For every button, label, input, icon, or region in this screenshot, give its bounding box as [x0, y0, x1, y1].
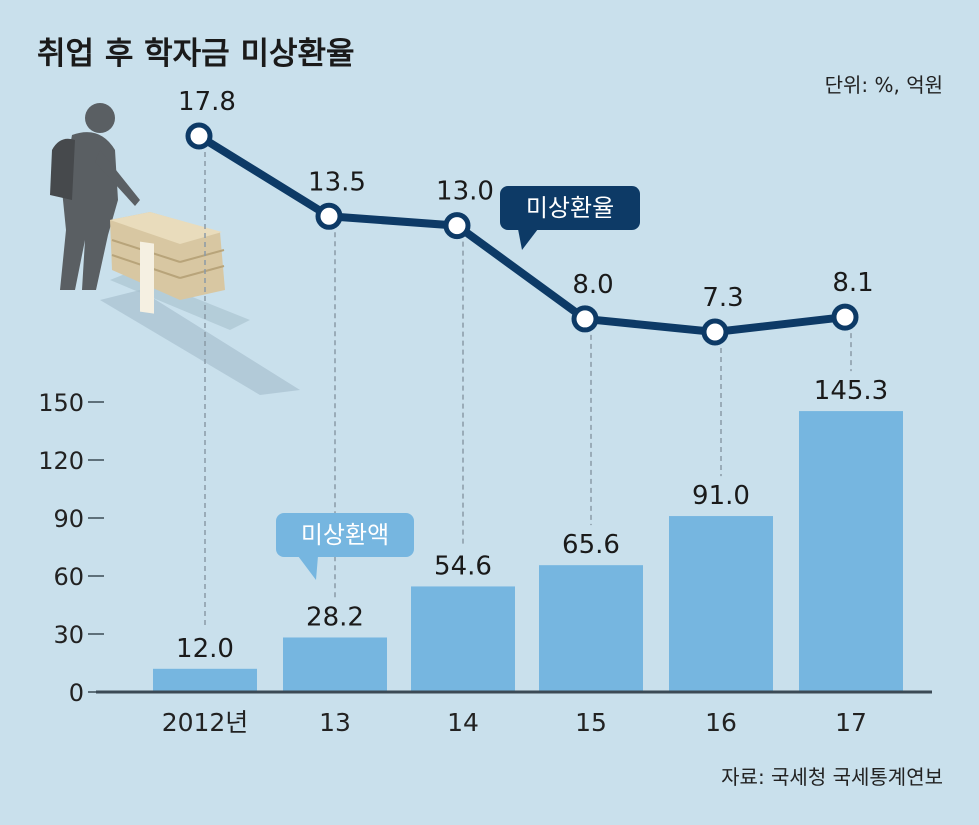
rate-callout-text: 미상환율 — [526, 194, 614, 222]
y-tick-label: 150 — [38, 389, 84, 417]
guide-lines — [204, 152, 852, 625]
bar-value-label: 65.6 — [562, 530, 620, 560]
y-tick-label: 60 — [53, 563, 84, 591]
bar-series: 12.0 28.2 54.6 65.6 91.0 145.3 — [153, 376, 903, 692]
bar-value-label: 91.0 — [692, 481, 750, 511]
x-tick-label: 14 — [447, 708, 479, 737]
amount-callout-text: 미상환액 — [301, 521, 389, 549]
bar — [799, 411, 903, 692]
y-tick-label: 120 — [38, 447, 84, 475]
rate-value-label: 13.5 — [308, 167, 366, 197]
x-axis: 2012년 13 14 15 16 17 — [162, 708, 867, 737]
bar — [411, 586, 515, 692]
y-tick-label: 90 — [53, 505, 84, 533]
unit-note: 단위: %, 억원 — [825, 73, 943, 97]
rate-value-label: 7.3 — [702, 283, 743, 313]
y-tick-label: 0 — [69, 679, 84, 707]
rate-value-label: 8.0 — [572, 270, 613, 300]
bar — [283, 637, 387, 692]
chart-title: 취업 후 학자금 미상환율 — [37, 36, 355, 72]
bar — [539, 565, 643, 692]
amount-callout: 미상환액 — [276, 513, 414, 580]
rate-point — [185, 122, 213, 150]
source-note: 자료: 국세청 국세통계연보 — [721, 765, 943, 789]
rate-point — [315, 202, 343, 230]
rate-value-label: 17.8 — [178, 87, 236, 117]
rate-value-label: 8.1 — [832, 268, 873, 298]
rate-point — [443, 212, 471, 240]
x-tick-label: 13 — [319, 708, 351, 737]
bar-value-label: 54.6 — [434, 551, 492, 581]
rate-point — [571, 305, 599, 333]
rate-value-label: 13.0 — [436, 177, 494, 207]
rate-point — [701, 318, 729, 346]
x-tick-label: 15 — [575, 708, 607, 737]
bar-value-label: 145.3 — [814, 376, 888, 406]
rate-line — [196, 132, 846, 336]
x-tick-label: 17 — [835, 708, 867, 737]
rate-point — [831, 303, 859, 331]
bar — [153, 668, 257, 692]
rate-callout: 미상환율 — [500, 186, 640, 250]
bar-value-label: 12.0 — [176, 634, 234, 664]
x-tick-label: 2012년 — [162, 708, 249, 737]
y-tick-label: 30 — [53, 621, 84, 649]
x-tick-label: 16 — [705, 708, 737, 737]
bar-value-label: 28.2 — [306, 602, 364, 632]
bar — [669, 516, 773, 692]
person-pulling-money-cart-icon — [50, 103, 300, 395]
line-series: 17.8 13.5 13.0 8.0 7.3 8.1 — [178, 87, 874, 346]
